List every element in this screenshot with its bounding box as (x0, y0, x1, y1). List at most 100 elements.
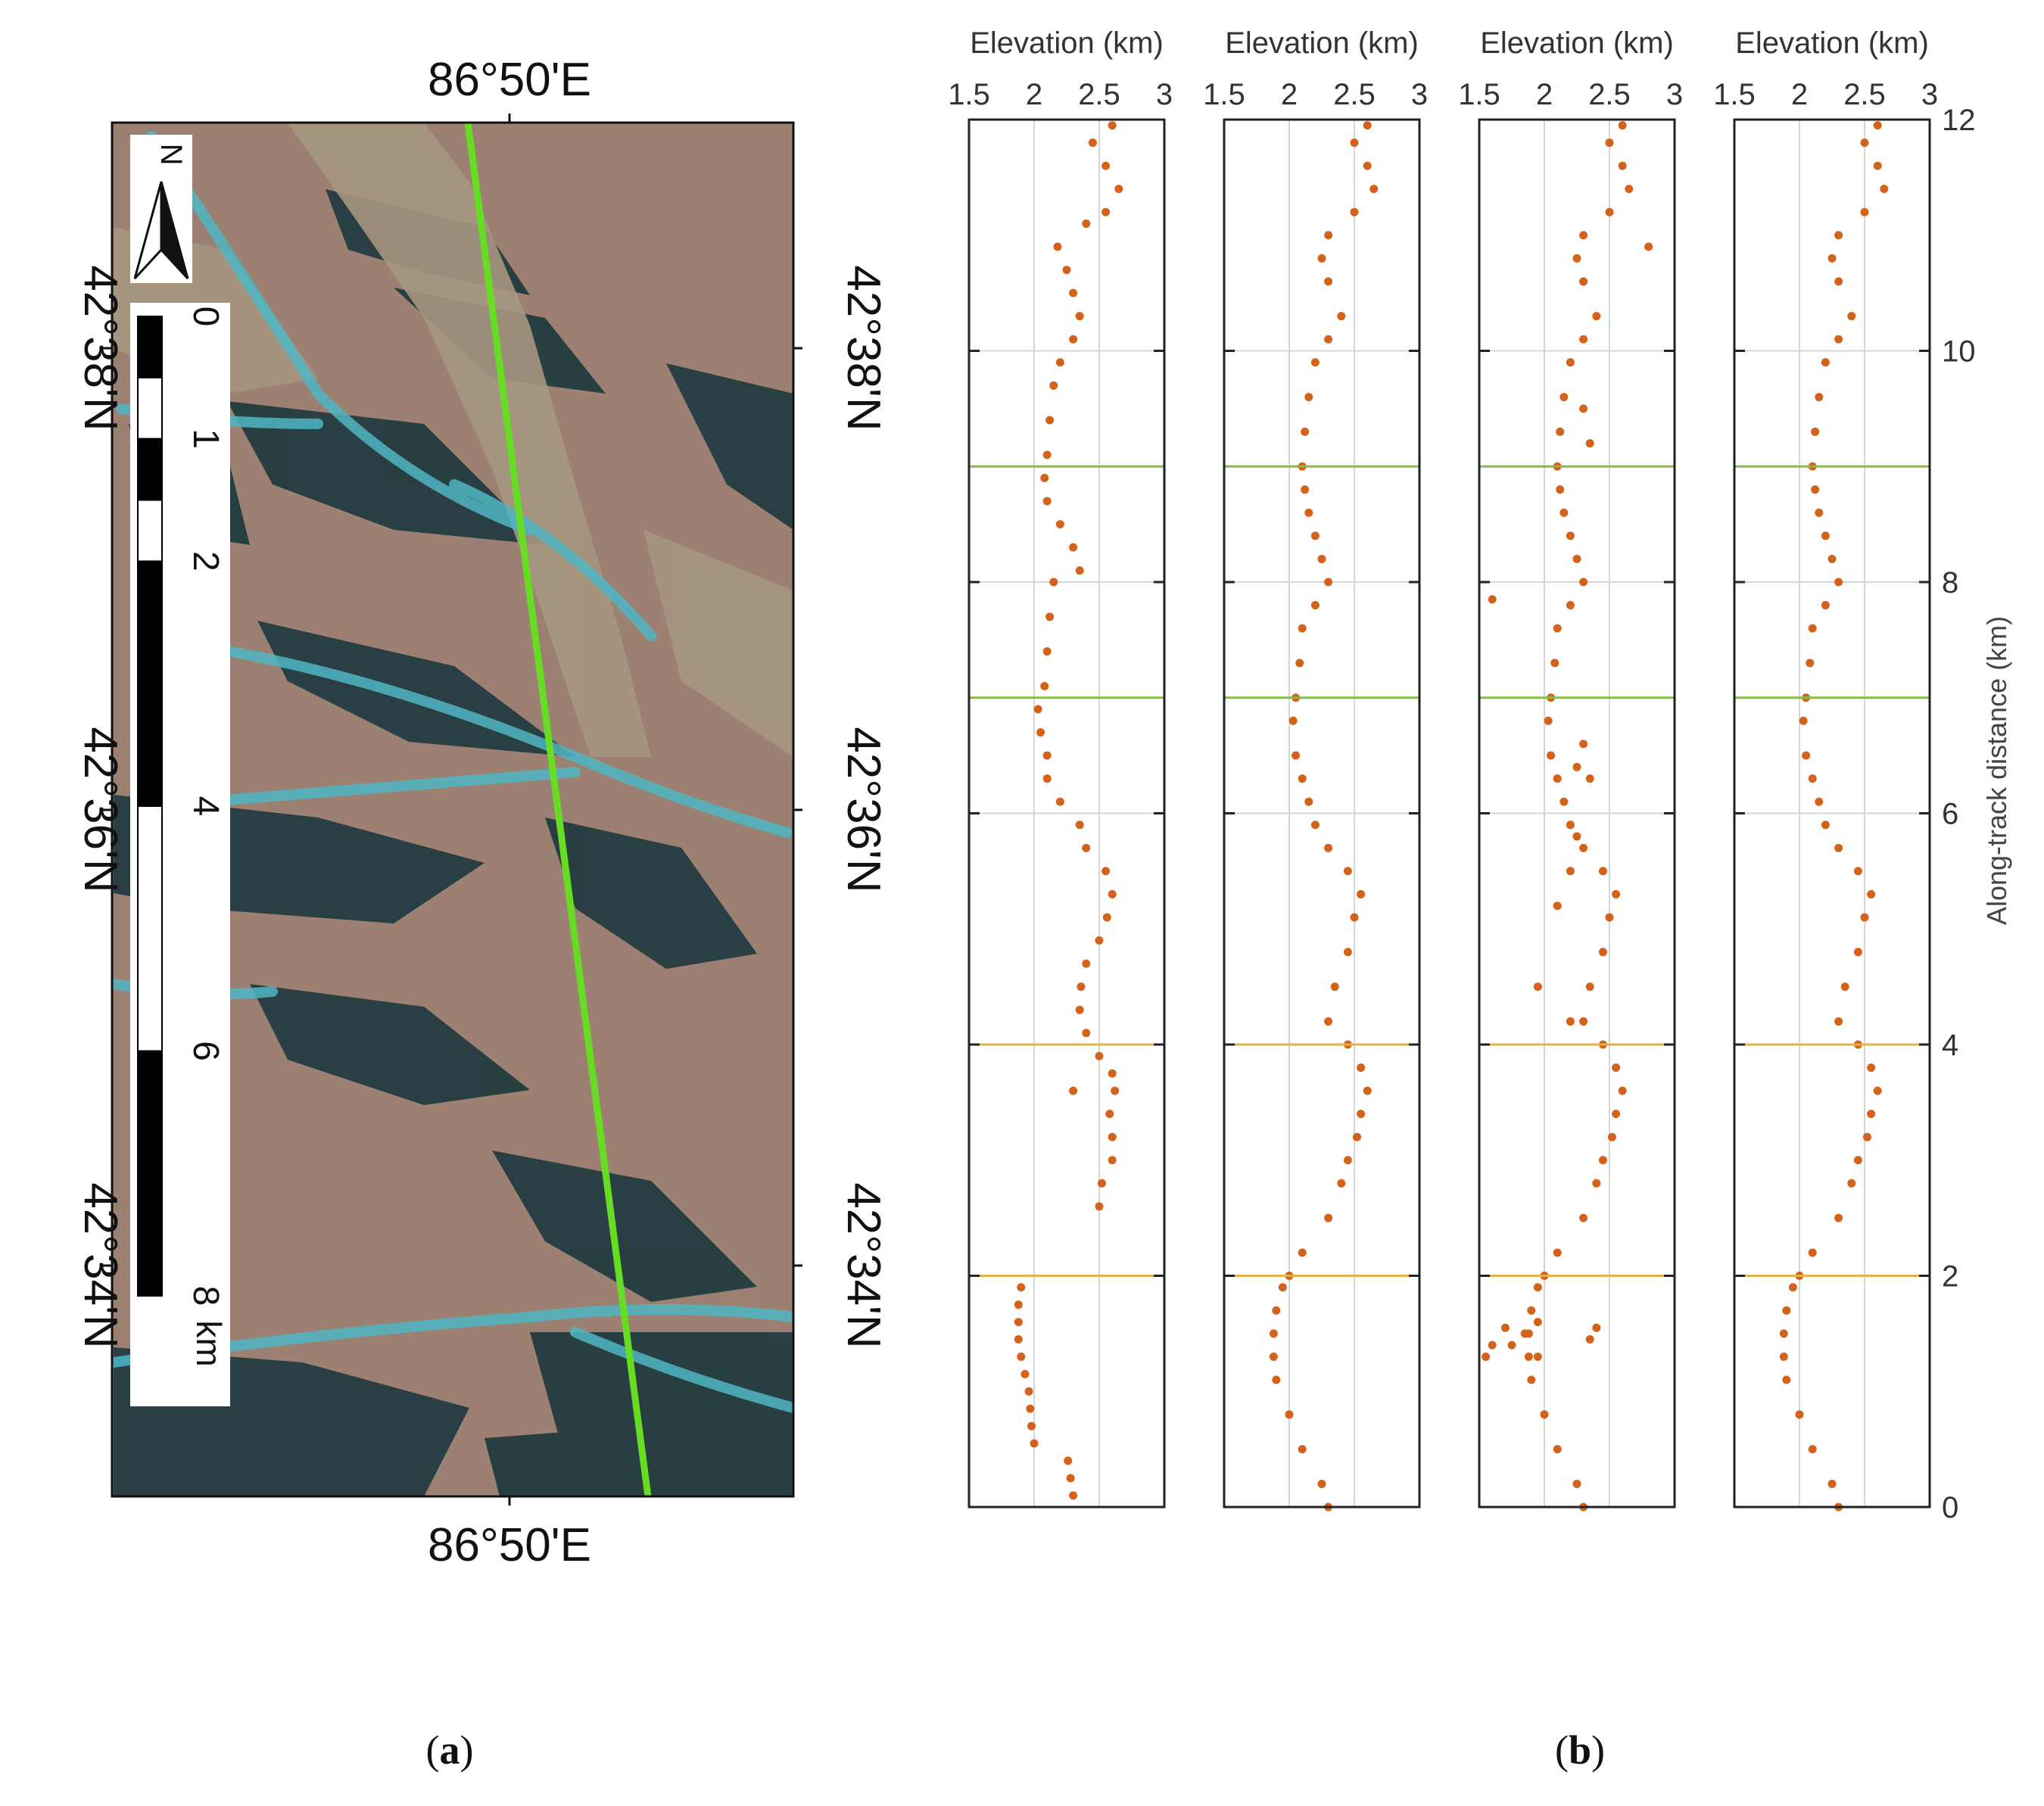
elevation-point (1042, 497, 1052, 506)
elevation-point (1075, 1005, 1084, 1014)
elevation-point (1579, 404, 1588, 413)
elevation-point (1288, 716, 1298, 725)
elevation-point (1553, 1248, 1562, 1257)
elevation-point (1062, 266, 1071, 275)
elevation-point (1847, 312, 1856, 321)
elevation-point (1821, 358, 1830, 367)
elevation-point (1042, 751, 1052, 760)
elevation-point (1808, 774, 1817, 783)
elevation-point (1802, 751, 1811, 760)
elevation-point (1873, 1086, 1882, 1095)
top-lon-label: 86°50'E (428, 54, 591, 106)
elevation-point (1572, 1479, 1581, 1488)
elevation-point (1014, 1335, 1023, 1344)
x-tick-label: 2 (1281, 78, 1298, 111)
elevation-point (1827, 554, 1837, 563)
scale-bar-segment (137, 805, 163, 1052)
elevation-point (1605, 913, 1614, 922)
satellite-image (112, 123, 793, 1496)
elevation-point (1075, 566, 1084, 575)
elevation-point (1811, 485, 1820, 494)
elevation-point (1030, 1439, 1039, 1448)
elevation-point (1821, 820, 1830, 830)
x-tick-label: 2.5 (1843, 78, 1886, 111)
elevation-point (1618, 121, 1627, 130)
elevation-point (1566, 820, 1575, 830)
scale-bar-segment (137, 316, 163, 378)
elevation-point (1808, 1248, 1817, 1257)
elevation-point (1108, 1132, 1117, 1141)
elevation-point (1572, 554, 1581, 563)
elevation-profile-plot: 1.5 2 2.5 3 Elevation (km) (948, 26, 1173, 1509)
panel-b: 1.5 2 2.5 3 Elevation (km) 1.5 2 2.5 3 Elevation … (948, 26, 2012, 1773)
elevation-point (1533, 1318, 1542, 1327)
elevation-point (1108, 121, 1117, 130)
elevation-point (1269, 1329, 1278, 1338)
elevation-point (1806, 659, 1815, 668)
x-tick-label: 3 (1156, 78, 1173, 111)
right-lat-label: 42°34'N (837, 1182, 890, 1348)
scale-bar-tick-label: 6 (185, 1041, 226, 1061)
elevation-point (1572, 762, 1581, 771)
elevation-point (1556, 427, 1565, 436)
elevation-point (1547, 751, 1556, 760)
elevation-point (1324, 843, 1333, 852)
elevation-point (1102, 913, 1111, 922)
x-tick-label: 2 (1026, 78, 1042, 111)
elevation-point (1860, 913, 1869, 922)
elevation-point (1553, 624, 1562, 633)
x-tick-label: 3 (1666, 78, 1683, 111)
elevation-point (1343, 867, 1352, 876)
elevation-point (1064, 1456, 1073, 1465)
elevation-point (1598, 948, 1607, 957)
y-tick-label: 8 (1942, 566, 1958, 599)
x-tick-label: 3 (1411, 78, 1428, 111)
elevation-point (1808, 1445, 1817, 1454)
elevation-point (1088, 139, 1097, 148)
elevation-point (1042, 647, 1052, 656)
elevation-point (1482, 1352, 1491, 1361)
elevation-point (1082, 1029, 1091, 1038)
elevation-point (1298, 624, 1307, 633)
scale-bar-tick-label: 0 (185, 307, 226, 327)
elevation-point (1533, 1283, 1542, 1292)
elevation-point (1579, 1213, 1588, 1222)
elevation-point (1033, 705, 1042, 714)
elevation-point (1579, 578, 1588, 587)
elevation-point (1559, 508, 1569, 517)
elevation-point (1014, 1318, 1023, 1327)
y-axis-label: Along-track distance (km) (1981, 616, 2012, 925)
elevation-point (1821, 531, 1830, 540)
elevation-point (1272, 1375, 1281, 1384)
elevation-point (1520, 1329, 1529, 1338)
elevation-point (1292, 751, 1301, 760)
elevation-point (1853, 1156, 1862, 1165)
elevation-point (1585, 982, 1594, 992)
elevation-point (1566, 601, 1575, 610)
elevation-point (1566, 531, 1575, 540)
right-lat-label: 42°38'N (837, 265, 890, 431)
elevation-point (1533, 1352, 1542, 1361)
elevation-point (1352, 1132, 1361, 1141)
elevation-point (1324, 335, 1333, 344)
elevation-point (1310, 820, 1320, 830)
elevation-point (1298, 1445, 1307, 1454)
elevation-point (1363, 121, 1372, 130)
elevation-point (1017, 1283, 1026, 1292)
elevation-point (1317, 1479, 1326, 1488)
elevation-point (1847, 1179, 1856, 1188)
scale-bar-segment (137, 560, 163, 807)
elevation-point (1834, 335, 1843, 344)
elevation-point (1853, 867, 1862, 876)
elevation-point (1579, 843, 1588, 852)
elevation-point (1867, 889, 1876, 898)
satellite-track-line (464, 123, 652, 1496)
elevation-point (1069, 1086, 1078, 1095)
elevation-point (1042, 450, 1052, 459)
elevation-point (1069, 288, 1078, 297)
scale-bar: 0 1 2 4 6 8 km (130, 303, 230, 1406)
elevation-point (1101, 207, 1111, 216)
elevation-point (1017, 1352, 1026, 1361)
elevation-point (1069, 335, 1078, 344)
elevation-point (1108, 889, 1117, 898)
